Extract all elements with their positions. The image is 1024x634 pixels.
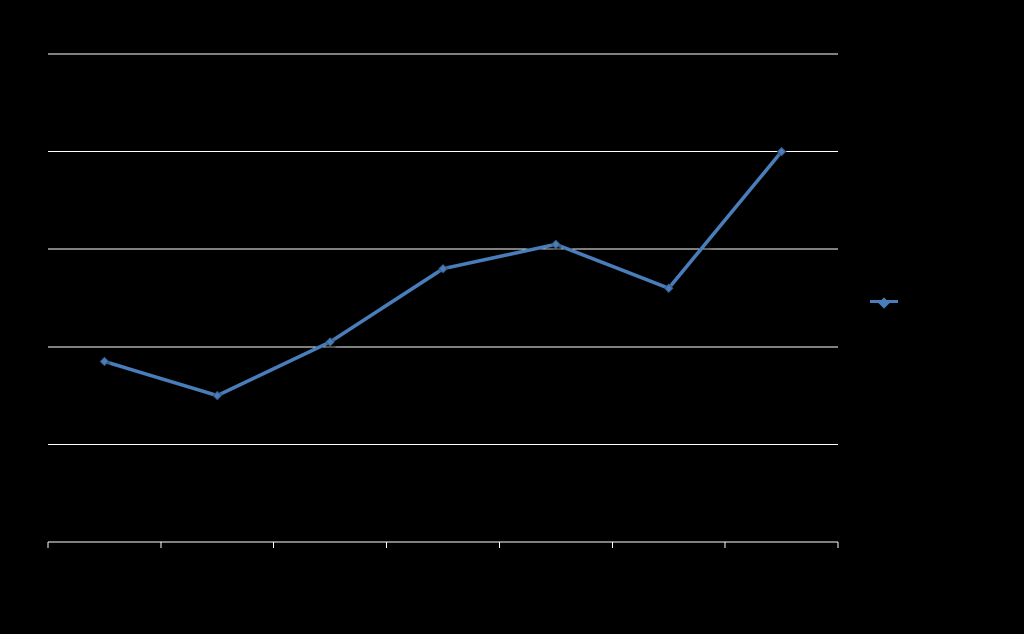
chart-legend (870, 300, 904, 303)
chart-svg (0, 0, 1024, 634)
line-chart (0, 0, 1024, 634)
legend-line-icon (870, 300, 898, 303)
